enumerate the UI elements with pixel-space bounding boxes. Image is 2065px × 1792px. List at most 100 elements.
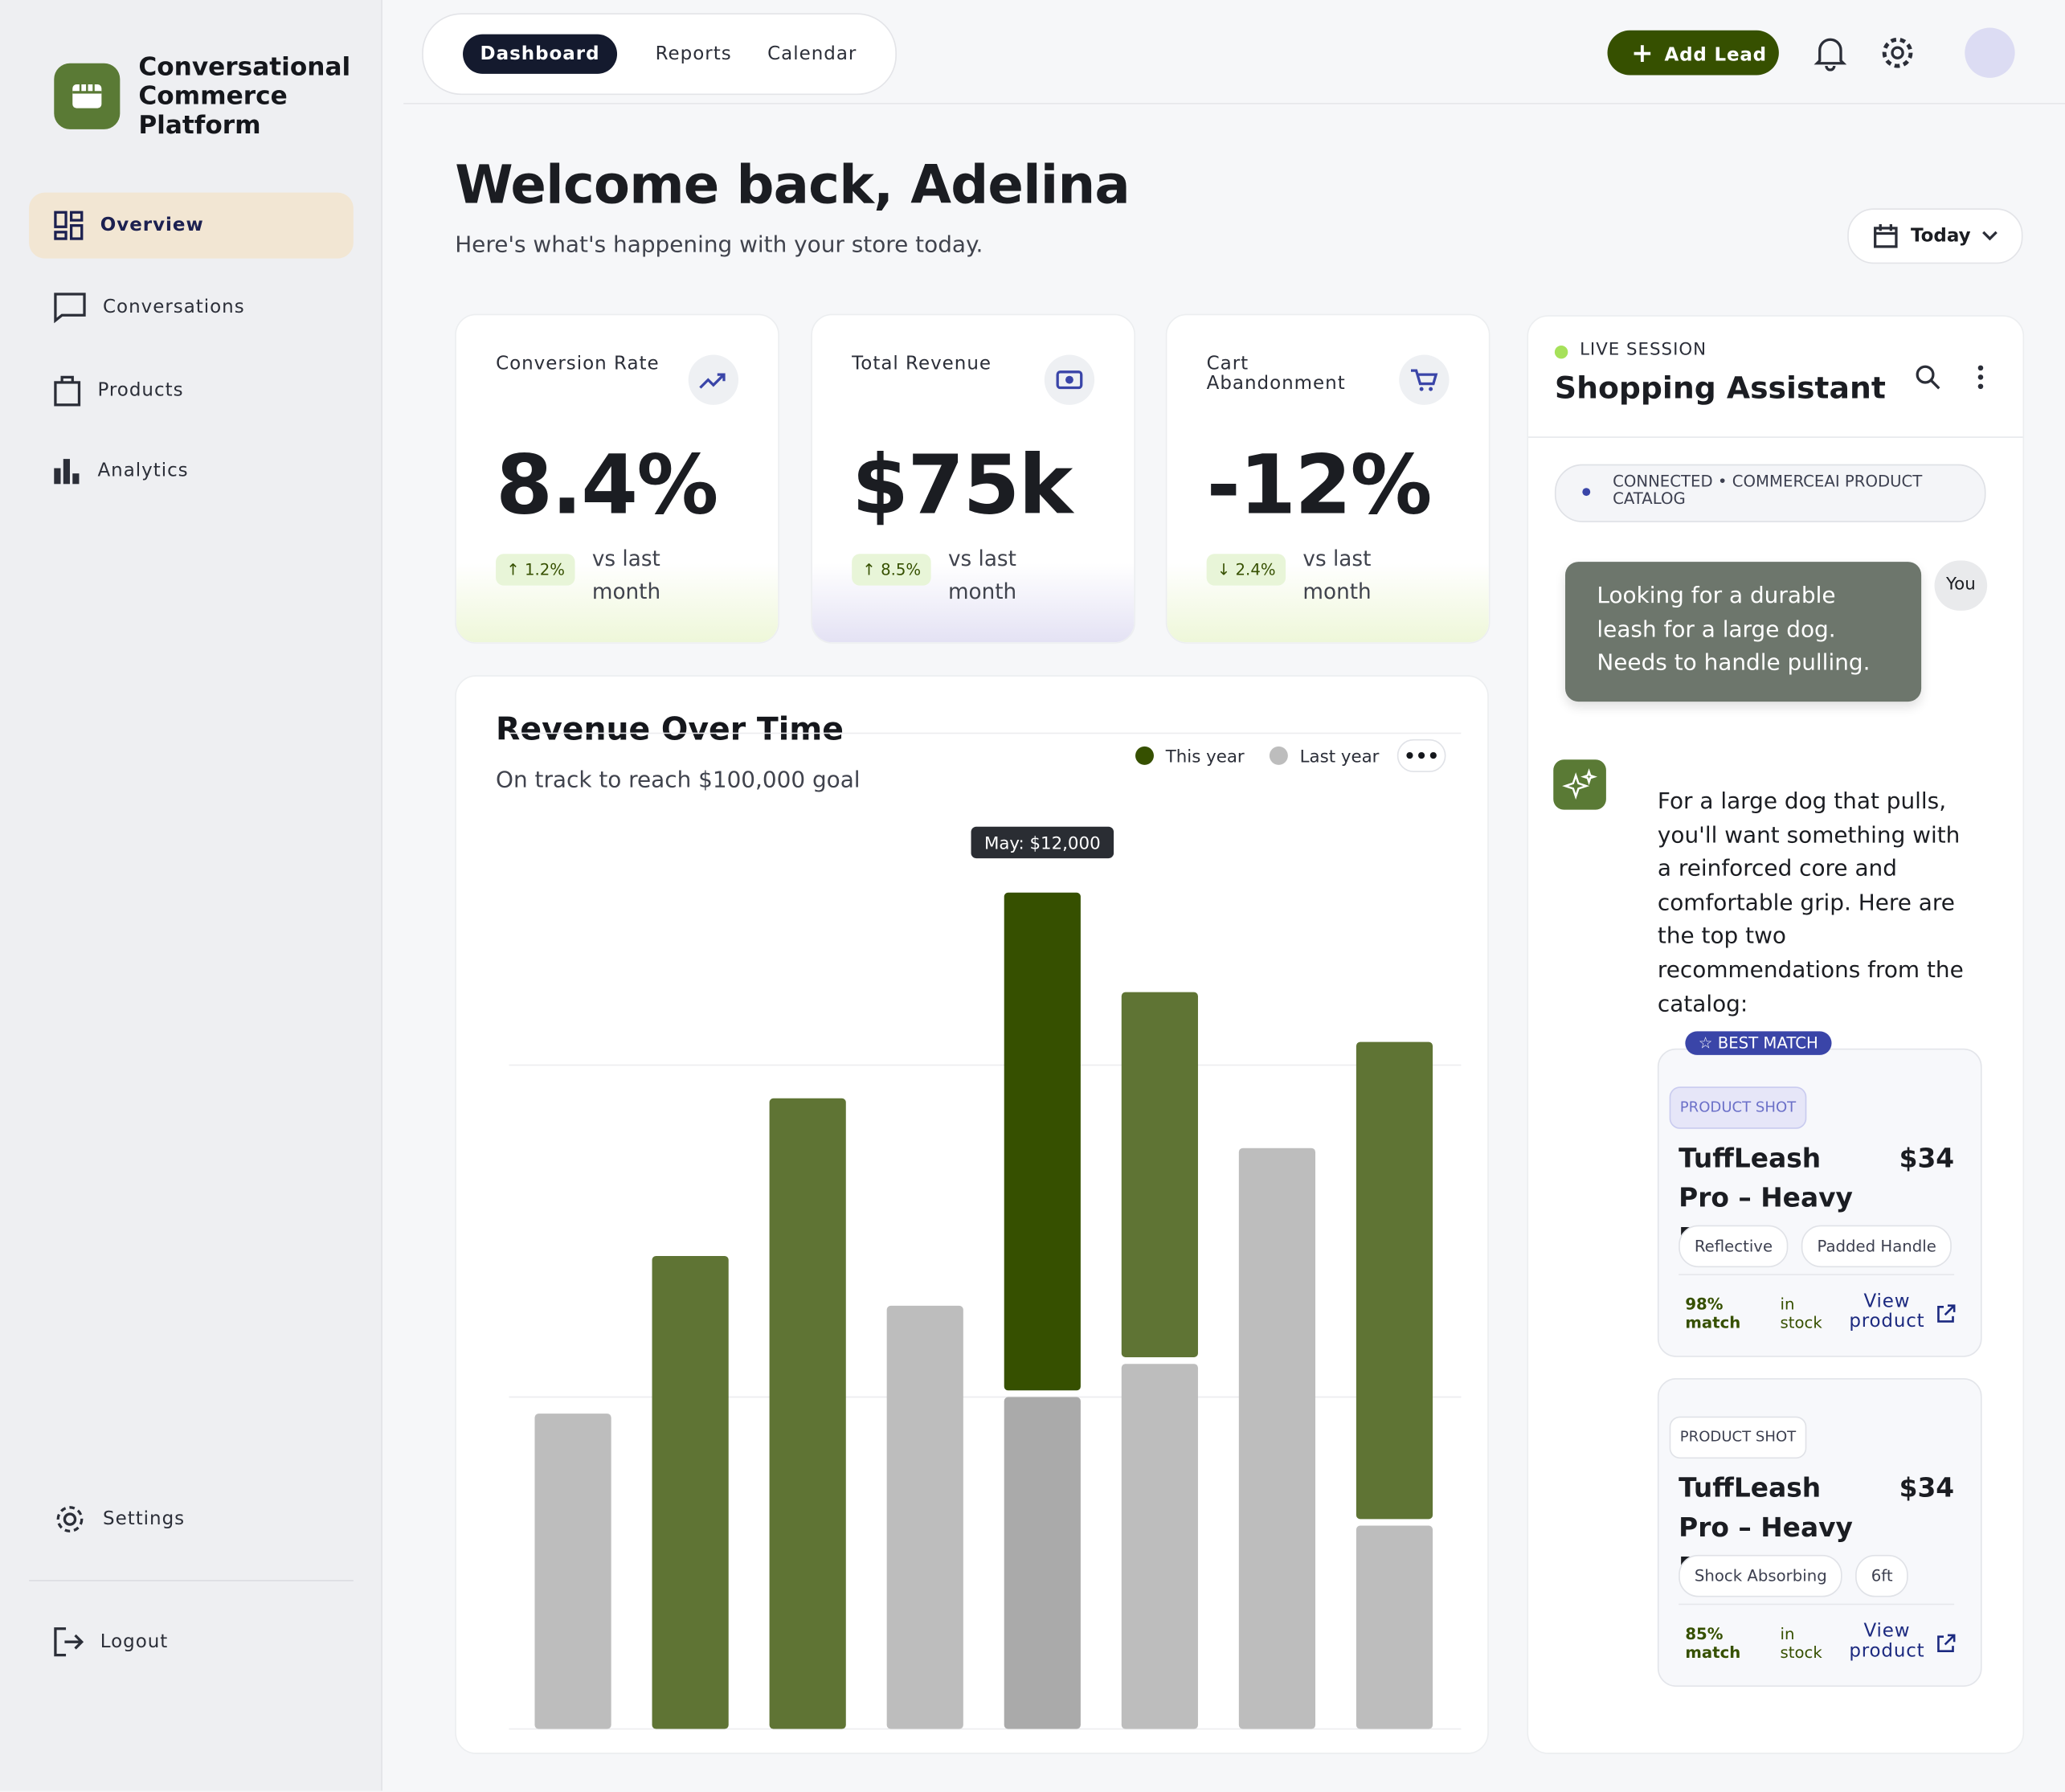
nav-item[interactable]: Analytics: [29, 438, 354, 504]
tab-bar: Dashboard Reports Calendar: [422, 13, 897, 96]
menu-dots: •••: [1404, 747, 1439, 767]
external-link-icon[interactable]: [1936, 1303, 1957, 1329]
kpi-change: ↑ 1.2%: [496, 554, 576, 586]
product-tag: Shock Absorbing: [1679, 1554, 1843, 1598]
legend-swatch: [1135, 746, 1154, 765]
kpi-comparison: vs last month: [591, 546, 661, 604]
view-product-link[interactable]: View product: [1849, 1620, 1925, 1662]
session-status: LIVE SESSION: [1580, 340, 1707, 361]
settings-icon[interactable]: [1879, 35, 1916, 72]
nav-item[interactable]: Overview: [29, 192, 354, 259]
brand-logo: [54, 63, 121, 129]
badge-label: BEST MATCH: [1717, 1033, 1818, 1053]
divider: [403, 103, 2065, 104]
legend-label: Last year: [1300, 747, 1380, 767]
kpi-change: ↑ 8.5%: [852, 554, 932, 586]
bar: [1356, 1525, 1433, 1729]
chart: Revenue Over Time On track to reach $100…: [496, 711, 1462, 1730]
tab[interactable]: Calendar: [767, 43, 857, 65]
chart-subtitle: On track to reach $100,000 goal: [496, 767, 861, 793]
page-title: Welcome back, Adelina: [455, 155, 1130, 217]
tab[interactable]: Reports: [655, 43, 732, 65]
bar: [886, 1305, 963, 1729]
nav-label: Settings: [103, 1508, 186, 1530]
match-score: 98% match: [1685, 1295, 1741, 1332]
kpi-card: Cart Abandonment -12% ↓ 2.4% vs last month: [1165, 313, 1490, 644]
chart-menu[interactable]: [1396, 738, 1446, 772]
nav-label: Logout: [100, 1631, 169, 1653]
bar: [769, 1098, 846, 1729]
nav-label: Analytics: [97, 460, 189, 482]
tab[interactable]: Dashboard: [463, 34, 618, 74]
user-message: Looking for a durable leash for a large …: [1565, 562, 1922, 702]
stock-status: in stock: [1780, 1295, 1822, 1332]
bar: [1004, 1397, 1081, 1729]
date-filter[interactable]: Today: [1847, 208, 2023, 264]
filter-label: Today: [1910, 225, 1971, 247]
kpi-card: Conversion Rate 8.4% ↑ 1.2% vs last month: [455, 313, 779, 644]
product-tag: Padded Handle: [1801, 1225, 1953, 1268]
trend-arrow: ↑: [862, 560, 881, 579]
kpi-value: -12%: [1206, 436, 1433, 534]
tooltip: May: $12,000: [984, 834, 1101, 854]
change-value: 8.5%: [881, 560, 922, 579]
avatar[interactable]: [1965, 27, 2015, 78]
divider: [1679, 1274, 1955, 1275]
product-price: $34: [1899, 1142, 1955, 1174]
user-avatar: You: [1934, 560, 1988, 611]
kpi-icon: [1399, 354, 1450, 405]
nav-label: Overview: [100, 215, 204, 236]
trend-arrow: ↓: [1217, 560, 1236, 579]
search-icon[interactable]: [1915, 364, 1941, 391]
legend-swatch: [1269, 746, 1288, 765]
nav-label: Conversations: [103, 297, 245, 318]
panel-title: Shopping Assistant: [1554, 371, 1886, 407]
legend-label: This year: [1165, 747, 1245, 767]
nav-item[interactable]: Products: [29, 358, 354, 423]
kpi-value: 8.4%: [496, 436, 718, 534]
live-dot: [1554, 345, 1568, 359]
kpi-label: Total Revenue: [852, 353, 992, 375]
kpi-comparison: vs last month: [947, 546, 1017, 604]
sidebar: Conversational Commerce Platform Overvie…: [0, 0, 382, 1791]
product-price: $34: [1899, 1471, 1955, 1504]
brand-name: Conversational Commerce Platform: [138, 52, 351, 140]
change-value: 1.2%: [524, 560, 566, 579]
view-product-link[interactable]: View product: [1849, 1291, 1925, 1332]
kpi-label: Conversion Rate: [496, 353, 660, 375]
connection-label: CONNECTED • COMMERCEAI PRODUCT CATALOG: [1613, 472, 1923, 508]
kpi-change: ↓ 2.4%: [1206, 554, 1286, 586]
assistant-reply: For a large dog that pulls, you'll want …: [1657, 788, 1964, 1018]
kpi-icon: [688, 354, 739, 405]
nav-item[interactable]: Conversations: [29, 274, 354, 340]
kpi-card: Total Revenue $75k ↑ 8.5% vs last month: [811, 313, 1136, 644]
bar: [1121, 992, 1198, 1357]
external-link-icon[interactable]: [1936, 1633, 1957, 1659]
bar: [1004, 892, 1081, 1391]
kpi-value: $75k: [852, 436, 1073, 534]
page-subtitle: Here's what's happening with your store …: [455, 231, 983, 259]
message-text: Looking for a durable leash for a large …: [1597, 583, 1871, 677]
more-icon[interactable]: [1975, 364, 1985, 391]
logout-link[interactable]: Logout: [29, 1609, 354, 1675]
chart-title: Revenue Over Time: [496, 711, 844, 748]
tooltip-box: [971, 826, 1114, 859]
divider: [1679, 1603, 1955, 1606]
notifications-icon[interactable]: [1814, 35, 1848, 72]
product-image-label: PRODUCT SHOT: [1669, 1086, 1807, 1129]
add-lead-button[interactable]: + Add Lead: [1607, 30, 1779, 76]
button-label: Add Lead: [1664, 44, 1767, 67]
divider: [29, 1580, 354, 1581]
kpi-comparison: vs last month: [1302, 546, 1372, 604]
settings-link[interactable]: Settings: [29, 1487, 354, 1553]
stock-status: in stock: [1780, 1624, 1822, 1662]
change-value: 2.4%: [1235, 560, 1276, 579]
product-tag: 6ft: [1855, 1554, 1909, 1598]
kpi-label: Cart Abandonment: [1206, 353, 1346, 395]
chart-card: Revenue Over Time On track to reach $100…: [455, 675, 1489, 1754]
best-match-badge: ☆ BEST MATCH: [1685, 1031, 1832, 1055]
assistant-avatar: [1553, 759, 1606, 810]
